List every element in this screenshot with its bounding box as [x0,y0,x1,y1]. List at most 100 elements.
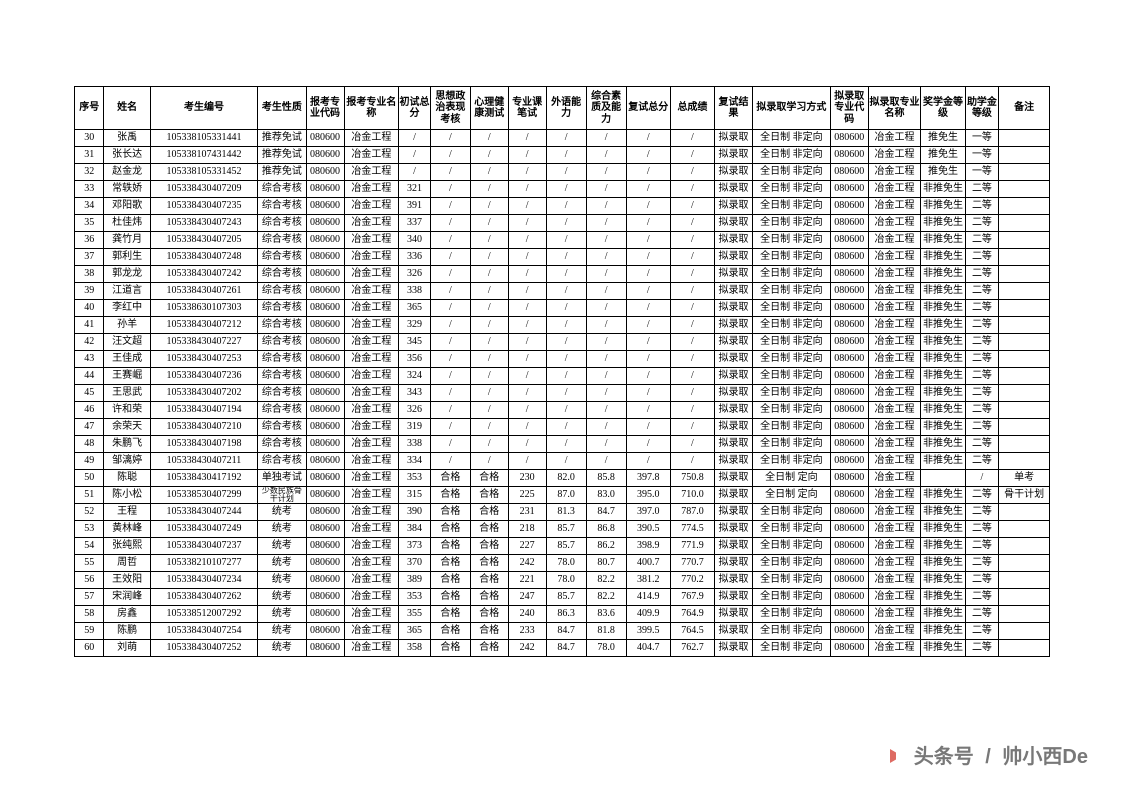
table-cell: 全日制 非定向 [752,130,830,147]
table-cell: 综合考核 [258,402,306,419]
table-cell: 黄林峰 [104,521,150,538]
table-cell: / [546,283,586,300]
table-cell: 非推免生 [921,300,965,317]
table-cell: 二等 [965,181,999,198]
table-cell: 一等 [965,147,999,164]
table-cell: / [430,164,470,181]
table-cell: 冶金工程 [868,351,921,368]
table-cell: 080600 [306,504,344,521]
table-cell: 080600 [830,487,868,504]
table-cell: 二等 [965,572,999,589]
table-cell: 非推免生 [921,487,965,504]
table-row: 47余荣天105338430407210综合考核080600冶金工程319///… [75,419,1050,436]
table-cell: 080600 [306,317,344,334]
table-cell: 冶金工程 [868,555,921,572]
table-cell: / [508,300,546,317]
table-cell: 综合考核 [258,198,306,215]
table-cell: 105338430407234 [150,572,257,589]
table-row: 31张长达105338107431442推荐免试080600冶金工程//////… [75,147,1050,164]
table-cell: 358 [399,640,431,657]
table-cell: 推免生 [921,130,965,147]
table-cell: / [586,249,626,266]
table-row: 49邹漓婷105338430407211综合考核080600冶金工程334///… [75,453,1050,470]
table-cell: 二等 [965,589,999,606]
table-cell: 冶金工程 [344,419,399,436]
table-row: 60刘萌105338430407252统考080600冶金工程358合格合格24… [75,640,1050,657]
table-cell [999,521,1050,538]
table-cell: 合格 [470,640,508,657]
table-cell: 60 [75,640,104,657]
table-cell: 汪文超 [104,334,150,351]
table-cell: 080600 [830,215,868,232]
table-cell: 冶金工程 [344,436,399,453]
table-cell: 43 [75,351,104,368]
table-cell: 拟录取 [715,317,753,334]
table-cell: 综合考核 [258,300,306,317]
table-cell: 80.7 [586,555,626,572]
table-cell: 全日制 非定向 [752,215,830,232]
table-row: 30张禹105338105331441推荐免试080600冶金工程///////… [75,130,1050,147]
table-cell: 拟录取 [715,606,753,623]
table-cell: 冶金工程 [868,198,921,215]
table-cell: 080600 [306,266,344,283]
table-cell: 389 [399,572,431,589]
table-cell: 二等 [965,283,999,300]
table-cell: / [470,300,508,317]
table-cell: / [430,419,470,436]
table-cell: 拟录取 [715,419,753,436]
table-cell: 080600 [830,504,868,521]
table-cell: 合格 [470,487,508,504]
table-cell: 二等 [965,385,999,402]
table-cell: 336 [399,249,431,266]
table-cell: 080600 [306,385,344,402]
table-cell: 冶金工程 [344,300,399,317]
table-cell: 080600 [306,572,344,589]
table-cell: 105338105331441 [150,130,257,147]
table-cell: / [430,130,470,147]
table-cell: 105338430407244 [150,504,257,521]
table-cell: / [430,147,470,164]
table-cell [999,215,1050,232]
table-cell: 080600 [306,419,344,436]
table-cell: 冶金工程 [344,487,399,504]
table-cell: 080600 [306,453,344,470]
table-cell: 105338430407205 [150,232,257,249]
table-cell: 非推免生 [921,572,965,589]
table-cell: 合格 [430,538,470,555]
table-cell: 统考 [258,640,306,657]
table-cell: 冶金工程 [344,623,399,640]
watermark-prefix: 头条号 [914,746,974,768]
table-cell: 拟录取 [715,351,753,368]
table-cell: 105338430407198 [150,436,257,453]
table-cell: 57 [75,589,104,606]
table-cell: 85.7 [546,521,586,538]
table-cell: 080600 [830,572,868,589]
table-cell: 冶金工程 [344,334,399,351]
table-cell: 拟录取 [715,249,753,266]
table-cell: 全日制 非定向 [752,402,830,419]
table-cell: 王赛崛 [104,368,150,385]
table-cell: 冶金工程 [868,232,921,249]
table-cell [999,385,1050,402]
table-cell: 337 [399,215,431,232]
table-cell: / [546,368,586,385]
table-cell: 单考 [999,470,1050,487]
col-header: 报考专业名称 [344,87,399,130]
table-cell: 郭利生 [104,249,150,266]
table-cell: 315 [399,487,431,504]
table-cell: / [626,453,670,470]
table-cell: / [508,453,546,470]
table-cell: 31 [75,147,104,164]
table-cell: 105338430407227 [150,334,257,351]
table-cell: 343 [399,385,431,402]
table-cell: / [470,215,508,232]
table-cell: / [399,130,431,147]
table-cell: / [546,334,586,351]
table-cell: 王思武 [104,385,150,402]
table-cell: 080600 [830,232,868,249]
table-cell: 合格 [430,470,470,487]
table-cell: 非推免生 [921,504,965,521]
table-row: 40李红中105338630107303综合考核080600冶金工程365///… [75,300,1050,317]
table-cell: 397.0 [626,504,670,521]
table-cell [999,266,1050,283]
